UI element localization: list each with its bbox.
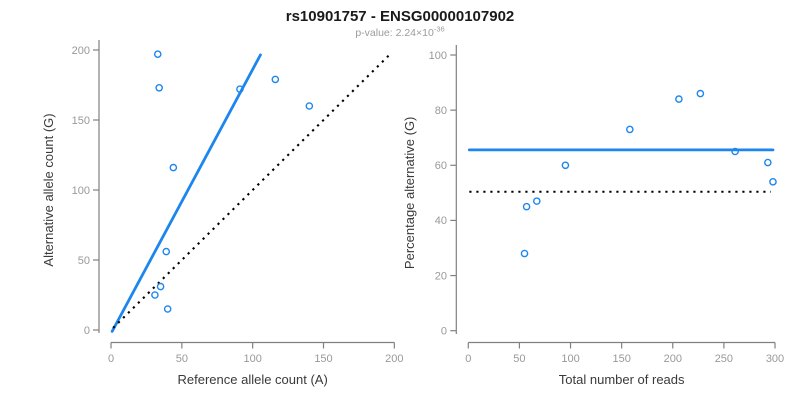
data-point (153, 50, 162, 59)
y-tick-label: 100 (429, 50, 447, 62)
x-tick-label: 300 (766, 353, 784, 365)
y-tick-label: 40 (435, 215, 447, 227)
y-tick-label: 80 (435, 105, 447, 117)
x-axis-title: Total number of reads (559, 372, 685, 387)
data-point (163, 305, 172, 313)
pvalue-exponent: -36 (433, 24, 445, 34)
data-point (532, 197, 541, 205)
x-tick-label: 50 (513, 353, 525, 365)
data-point (696, 89, 705, 98)
x-tick-label: 200 (664, 353, 682, 365)
y-tick-label: 50 (78, 255, 90, 267)
x-tick-label: 250 (715, 353, 733, 365)
x-axis-title: Reference allele count (A) (178, 372, 328, 387)
data-point (561, 161, 570, 170)
x-tick-label: 150 (314, 353, 332, 365)
x-tick-label: 0 (108, 353, 114, 365)
fit-line (110, 53, 262, 333)
pvalue-text: p-value: 2.24×10 (355, 27, 434, 39)
data-point (626, 125, 634, 134)
y-tick-label: 100 (72, 185, 90, 197)
right-percentage-vs-reads-scatter: 0 50 100 150 200 250 300 0 20 40 60 80 100 Total numb… (402, 45, 784, 387)
data-point (769, 178, 777, 186)
x-tick-label: 100 (243, 353, 261, 365)
data-point (169, 163, 178, 172)
data-point (155, 84, 163, 92)
data-point (156, 282, 165, 291)
x-tick-label: 100 (561, 353, 579, 365)
pvalue-subtitle: p-value: 2.24×10-36 (0, 24, 800, 39)
x-tick-label: 0 (465, 353, 471, 365)
data-point (271, 75, 280, 84)
data-point (151, 291, 159, 299)
data-point (731, 147, 739, 156)
y-tick-label: 200 (72, 45, 90, 57)
y-axis-title: Percentage alternative (G) (402, 117, 417, 269)
x-tick-label: 150 (612, 353, 630, 365)
y-tick-label: 20 (435, 270, 447, 282)
x-tick-label: 50 (176, 353, 188, 365)
y-tick-label: 60 (435, 160, 447, 172)
data-point (162, 247, 171, 256)
y-axis-title: Alternative allele count (G) (41, 113, 56, 266)
data-point (236, 85, 244, 93)
y-tick-label: 150 (72, 115, 90, 127)
data-point (522, 202, 531, 211)
identity-line (112, 54, 390, 329)
data-point (520, 249, 529, 258)
page-title: rs10901757 - ENSG00000107902 (285, 8, 515, 25)
left-allele-counts-scatter: 0 50 100 150 200 0 50 100 150 200 Reference allele… (41, 40, 404, 387)
y-tick-label: 0 (441, 326, 447, 338)
y-tick-label: 0 (84, 325, 90, 337)
data-point (764, 158, 772, 167)
x-tick-label: 200 (385, 353, 403, 365)
data-point (675, 95, 683, 103)
data-point (305, 102, 314, 110)
